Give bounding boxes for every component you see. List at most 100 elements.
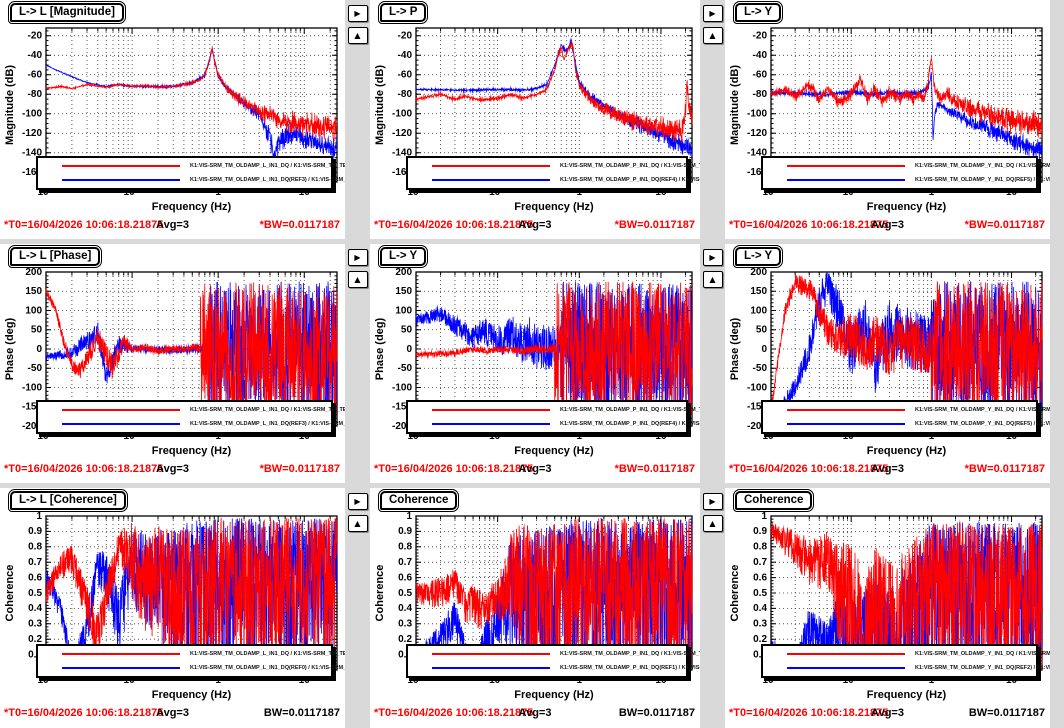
x-axis-label: Frequency (Hz) bbox=[514, 445, 594, 457]
legend-red-line-sample bbox=[62, 653, 180, 655]
scroll-up-button[interactable]: ▲ bbox=[702, 27, 723, 44]
scroll-right-button[interactable]: ▶ bbox=[702, 493, 723, 510]
scroll-right-button[interactable]: ▶ bbox=[347, 249, 368, 266]
x-axis-label: Frequency (Hz) bbox=[151, 689, 232, 701]
x-axis-label: Frequency (Hz) bbox=[866, 689, 947, 701]
legend-red-line-sample bbox=[432, 409, 550, 411]
plot-title: Coherence bbox=[389, 494, 449, 506]
status-avg: Avg=3 bbox=[156, 219, 189, 231]
status-avg: Avg=3 bbox=[871, 707, 904, 719]
status-bw: BW=0.0117187 bbox=[263, 707, 340, 719]
legend-blue-label: K1:VIS-SRM_TM_OLDAMP_P_IN1_DQ(REF4) / K1… bbox=[560, 421, 700, 427]
legend-red-label: K1:VIS-SRM_TM_OLDAMP_P_IN1_DQ / K1:VIS-S… bbox=[560, 163, 700, 169]
panel-gutter: ▶ ▲ bbox=[345, 244, 370, 483]
status-avg: Avg=3 bbox=[156, 463, 189, 475]
legend-row-blue: K1:VIS-SRM_TM_OLDAMP_L_IN1_DQ(REF3) / K1… bbox=[38, 418, 345, 430]
status-t0: *T0=16/04/2026 10:06:18.21875 bbox=[374, 463, 534, 475]
plot-title: L-> Y bbox=[744, 250, 773, 262]
legend-blue-line-sample bbox=[432, 667, 550, 669]
status-t0: *T0=16/04/2026 10:06:18.21875 bbox=[729, 219, 889, 231]
legend-red-label: K1:VIS-SRM_TM_OLDAMP_L_IN1_DQ / K1:VIS-S… bbox=[190, 407, 345, 413]
panel-gutter: ▶ ▲ bbox=[345, 488, 370, 728]
panel-gutter: ▶ ▲ bbox=[700, 488, 725, 728]
status-avg: Avg=3 bbox=[518, 219, 552, 231]
x-axis-label: Frequency (Hz) bbox=[151, 445, 232, 457]
status-bar: *T0=16/04/2026 10:06:18.21875 Avg=3 *BW=… bbox=[725, 216, 1050, 238]
status-bar: *T0=16/04/2026 10:06:18.21875 Avg=3 BW=0… bbox=[0, 704, 345, 726]
y-axis-label: Phase (deg) bbox=[4, 317, 16, 381]
status-bar: *T0=16/04/2026 10:06:18.21875 Avg=3 BW=0… bbox=[725, 704, 1050, 726]
plot-title-tab: L-> L [Phase] bbox=[7, 245, 103, 268]
y-axis-label: Coherence bbox=[4, 564, 16, 622]
scroll-right-button[interactable]: ▶ bbox=[347, 5, 368, 22]
legend-red-label: K1:VIS-SRM_TM_OLDAMP_P_IN1_DQ / K1:VIS-S… bbox=[560, 407, 700, 413]
legend-red-label: K1:VIS-SRM_TM_OLDAMP_L_IN1_DQ / K1:VIS-S… bbox=[190, 163, 345, 169]
scroll-up-button[interactable]: ▲ bbox=[347, 515, 368, 532]
legend-red-label: K1:VIS-SRM_TM_OLDAMP_Y_IN1_DQ / K1:VIS-S… bbox=[915, 651, 1050, 657]
right-padding bbox=[1050, 0, 1064, 239]
plot-title-tab: Coherence bbox=[377, 489, 460, 512]
plot-panel: Coherence Coherence K1:VIS-SRM_TM_OLDAMP… bbox=[370, 488, 700, 728]
plot-title: Coherence bbox=[744, 494, 804, 506]
status-bar: *T0=16/04/2026 10:06:18.21875 Avg=3 *BW=… bbox=[370, 216, 700, 238]
legend-row-red: K1:VIS-SRM_TM_OLDAMP_L_IN1_DQ / K1:VIS-S… bbox=[38, 404, 345, 416]
y-axis-label: Magnitude (dB) bbox=[4, 64, 16, 146]
plot-title-tab: L-> P bbox=[377, 1, 429, 24]
status-avg: Avg=3 bbox=[871, 219, 904, 231]
status-bw: BW=0.0117187 bbox=[968, 707, 1045, 719]
plot-title-tab: L-> Y bbox=[732, 245, 784, 268]
legend-row-blue: K1:VIS-SRM_TM_OLDAMP_Y_IN1_DQ(REF5) / K1… bbox=[763, 418, 1050, 430]
scroll-right-button[interactable]: ▶ bbox=[347, 493, 368, 510]
status-t0: *T0=16/04/2026 10:06:18.21875 bbox=[729, 463, 889, 475]
panel-gutter: ▶ ▲ bbox=[700, 244, 725, 483]
status-avg: Avg=3 bbox=[518, 707, 552, 719]
legend-blue-line-sample bbox=[62, 179, 180, 181]
legend-row-red: K1:VIS-SRM_TM_OLDAMP_Y_IN1_DQ / K1:VIS-S… bbox=[763, 404, 1050, 416]
legend-red-label: K1:VIS-SRM_TM_OLDAMP_Y_IN1_DQ / K1:VIS-S… bbox=[915, 163, 1050, 169]
scroll-up-button[interactable]: ▲ bbox=[702, 271, 723, 288]
y-axis-label: Phase (deg) bbox=[374, 317, 386, 381]
plot-panel: L-> Y Phase (deg) K1:VIS-SRM_TM_OLDAMP_P… bbox=[370, 244, 700, 483]
legend-row-red: K1:VIS-SRM_TM_OLDAMP_P_IN1_DQ / K1:VIS-S… bbox=[408, 648, 700, 660]
status-bw: *BW=0.0117187 bbox=[964, 219, 1045, 231]
scroll-up-button[interactable]: ▲ bbox=[702, 515, 723, 532]
x-axis-label: Frequency (Hz) bbox=[866, 201, 947, 213]
plot-legend: K1:VIS-SRM_TM_OLDAMP_P_IN1_DQ / K1:VIS-S… bbox=[406, 400, 700, 434]
legend-blue-line-sample bbox=[62, 423, 180, 425]
legend-blue-label: K1:VIS-SRM_TM_OLDAMP_L_IN1_DQ(REF3) / K1… bbox=[190, 421, 345, 427]
scroll-right-button[interactable]: ▶ bbox=[702, 5, 723, 22]
status-bar: *T0=16/04/2026 10:06:18.21875 Avg=3 *BW=… bbox=[370, 460, 700, 482]
plot-legend: K1:VIS-SRM_TM_OLDAMP_Y_IN1_DQ / K1:VIS-S… bbox=[761, 400, 1050, 434]
status-bw: *BW=0.0117187 bbox=[964, 463, 1045, 475]
status-bw: *BW=0.0117187 bbox=[259, 219, 340, 231]
legend-red-line-sample bbox=[787, 409, 905, 411]
plot-title: L-> L [Coherence] bbox=[19, 494, 117, 506]
plot-panel: L-> L [Magnitude] Magnitude (dB) K1:VIS-… bbox=[0, 0, 345, 239]
legend-row-red: K1:VIS-SRM_TM_OLDAMP_L_IN1_DQ / K1:VIS-S… bbox=[38, 648, 345, 660]
x-axis-label: Frequency (Hz) bbox=[151, 201, 232, 213]
legend-row-blue: K1:VIS-SRM_TM_OLDAMP_L_IN1_DQ(REF3) / K1… bbox=[38, 174, 345, 186]
legend-row-blue: K1:VIS-SRM_TM_OLDAMP_L_IN1_DQ(REF0) / K1… bbox=[38, 662, 345, 674]
legend-red-line-sample bbox=[62, 409, 180, 411]
x-axis-label: Frequency (Hz) bbox=[514, 201, 594, 213]
scroll-up-button[interactable]: ▲ bbox=[347, 271, 368, 288]
plot-title-tab: L-> L [Coherence] bbox=[8, 489, 128, 512]
plot-row: L-> L [Magnitude] Magnitude (dB) K1:VIS-… bbox=[0, 0, 1064, 239]
legend-blue-line-sample bbox=[787, 179, 905, 181]
legend-row-red: K1:VIS-SRM_TM_OLDAMP_P_IN1_DQ / K1:VIS-S… bbox=[408, 404, 700, 416]
status-bar: *T0=16/04/2026 10:06:18.21875 Avg=3 *BW=… bbox=[0, 216, 345, 238]
scroll-right-button[interactable]: ▶ bbox=[702, 249, 723, 266]
legend-row-blue: K1:VIS-SRM_TM_OLDAMP_P_IN1_DQ(REF4) / K1… bbox=[408, 174, 700, 186]
y-axis-label: Phase (deg) bbox=[729, 317, 741, 381]
status-avg: Avg=3 bbox=[871, 463, 904, 475]
status-bw: *BW=0.0117187 bbox=[259, 463, 340, 475]
plot-row: L-> L [Phase] Phase (deg) K1:VIS-SRM_TM_… bbox=[0, 244, 1064, 483]
scroll-up-button[interactable]: ▲ bbox=[347, 27, 368, 44]
legend-red-label: K1:VIS-SRM_TM_OLDAMP_P_IN1_DQ / K1:VIS-S… bbox=[560, 651, 700, 657]
plot-panel: L-> Y Phase (deg) K1:VIS-SRM_TM_OLDAMP_Y… bbox=[725, 244, 1050, 483]
x-axis-label: Frequency (Hz) bbox=[866, 445, 947, 457]
plot-panel: L-> Y Magnitude (dB) K1:VIS-SRM_TM_OLDAM… bbox=[725, 0, 1050, 239]
legend-red-label: K1:VIS-SRM_TM_OLDAMP_Y_IN1_DQ / K1:VIS-S… bbox=[915, 407, 1050, 413]
legend-red-line-sample bbox=[787, 165, 905, 167]
